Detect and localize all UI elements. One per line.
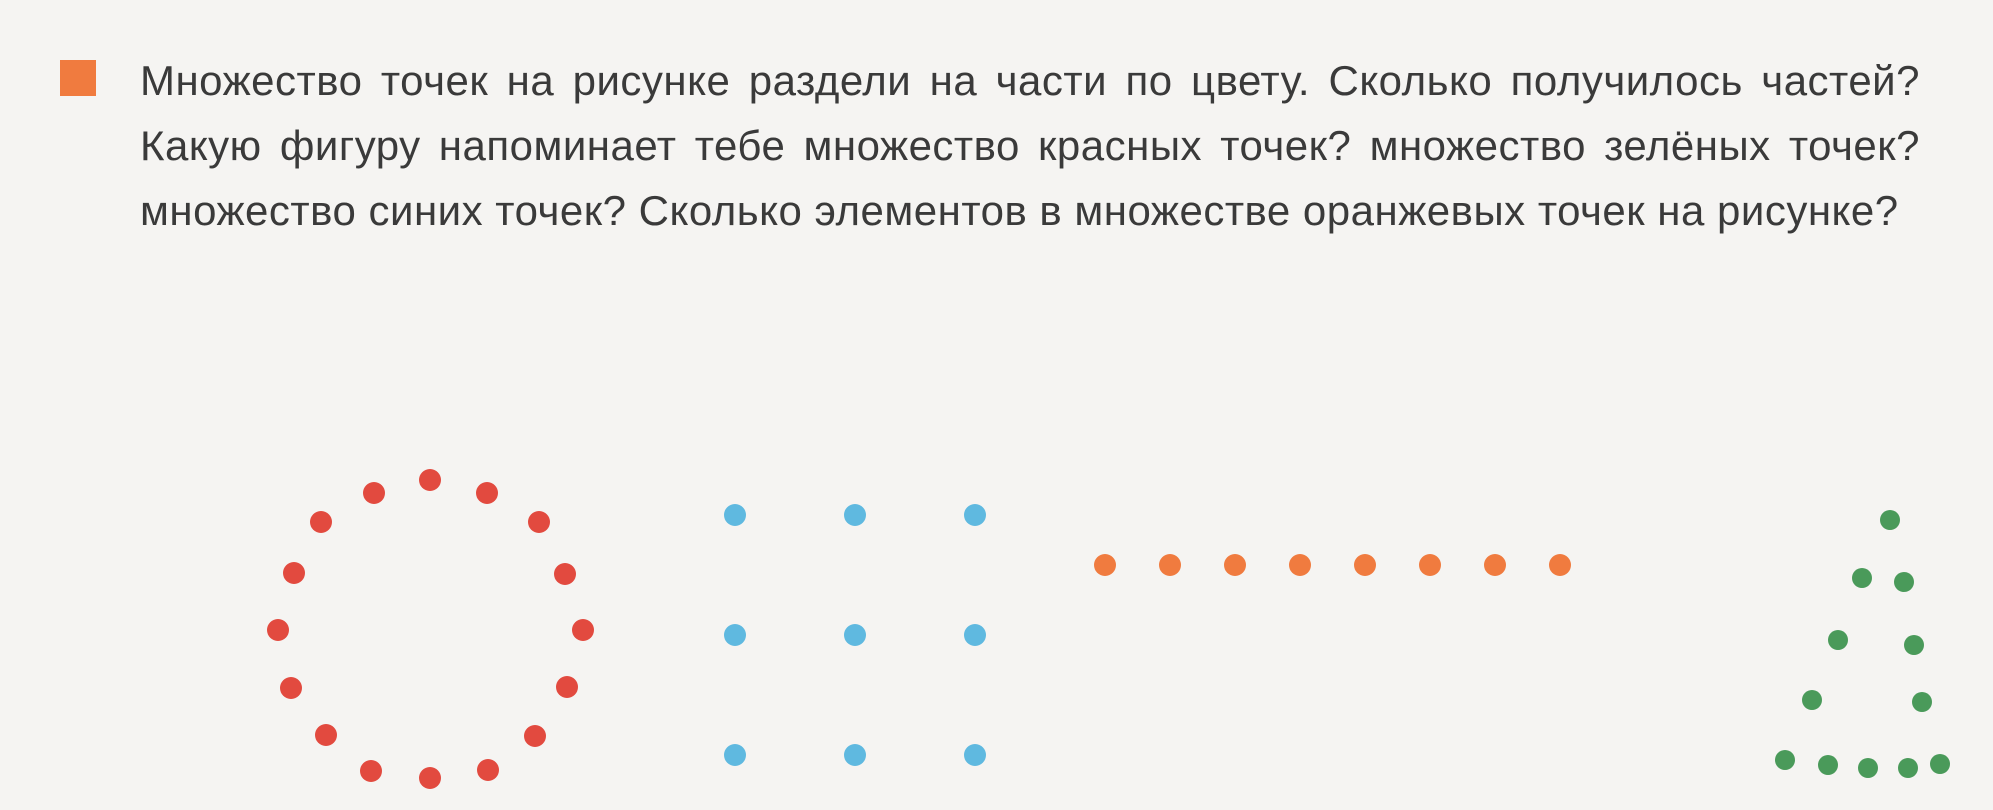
dot — [844, 744, 866, 766]
dot — [1549, 554, 1571, 576]
dot — [1912, 692, 1932, 712]
dot — [1484, 554, 1506, 576]
dot — [1802, 690, 1822, 710]
dot — [315, 724, 337, 746]
dot — [360, 760, 382, 782]
dot — [844, 504, 866, 526]
dot — [477, 759, 499, 781]
dot — [964, 624, 986, 646]
dot — [844, 624, 866, 646]
dot — [524, 725, 546, 747]
task-bullet — [60, 60, 96, 96]
dot — [724, 504, 746, 526]
dot — [1354, 554, 1376, 576]
dot — [1775, 750, 1795, 770]
dot — [1094, 554, 1116, 576]
dot — [724, 744, 746, 766]
dot — [1894, 572, 1914, 592]
dot — [1818, 755, 1838, 775]
dot — [554, 563, 576, 585]
dot — [267, 619, 289, 641]
dot — [1224, 554, 1246, 576]
dot — [1898, 758, 1918, 778]
dot — [1858, 758, 1878, 778]
dot — [528, 511, 550, 533]
dot — [1828, 630, 1848, 650]
dot — [363, 482, 385, 504]
dot — [1159, 554, 1181, 576]
dot — [964, 744, 986, 766]
blue-square-dots — [720, 500, 1000, 760]
dot — [1419, 554, 1441, 576]
dot — [310, 511, 332, 533]
figures-area — [0, 440, 1993, 810]
dot — [1289, 554, 1311, 576]
orange-line-dots — [1090, 550, 1610, 590]
dot — [1930, 754, 1950, 774]
dot — [419, 767, 441, 789]
dot — [280, 677, 302, 699]
dot — [283, 562, 305, 584]
dot — [1880, 510, 1900, 530]
green-triangle-dots — [1690, 510, 1950, 770]
task-text: Множество точек на рисунке раздели на ча… — [140, 48, 1920, 243]
dot — [476, 482, 498, 504]
red-circle-dots — [260, 460, 600, 800]
dot — [572, 619, 594, 641]
dot — [964, 504, 986, 526]
dot — [556, 676, 578, 698]
dot — [724, 624, 746, 646]
dot — [419, 469, 441, 491]
dot — [1904, 635, 1924, 655]
dot — [1852, 568, 1872, 588]
